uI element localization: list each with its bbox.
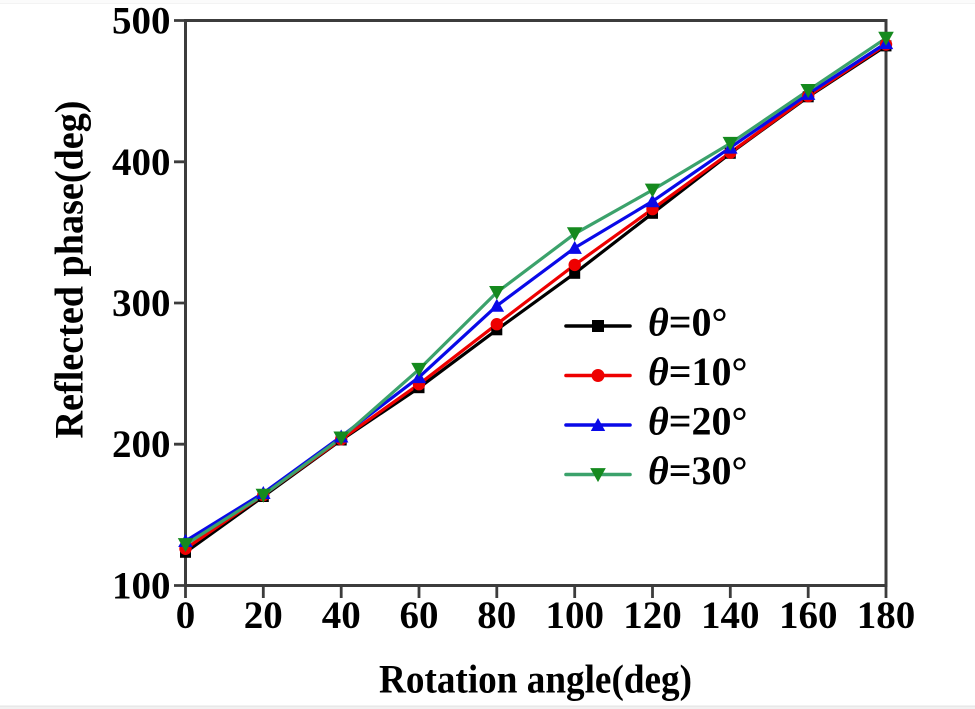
svg-text:20: 20 bbox=[244, 594, 283, 637]
svg-text:40: 40 bbox=[322, 594, 361, 637]
svg-text:Reflected phase(deg): Reflected phase(deg) bbox=[47, 101, 92, 439]
svg-text:θ=0°: θ=0° bbox=[648, 300, 728, 345]
svg-text:θ=20°: θ=20° bbox=[648, 399, 748, 444]
svg-text:400: 400 bbox=[112, 141, 171, 184]
svg-text:300: 300 bbox=[112, 282, 171, 325]
svg-text:θ=30°: θ=30° bbox=[648, 448, 748, 493]
svg-text:120: 120 bbox=[623, 594, 682, 637]
svg-text:80: 80 bbox=[477, 594, 516, 637]
svg-text:θ=10°: θ=10° bbox=[648, 349, 748, 394]
svg-text:100: 100 bbox=[545, 594, 604, 637]
svg-text:140: 140 bbox=[701, 594, 760, 637]
svg-text:500: 500 bbox=[112, 0, 171, 43]
svg-text:100: 100 bbox=[112, 565, 171, 608]
svg-text:180: 180 bbox=[857, 594, 916, 637]
svg-text:60: 60 bbox=[400, 594, 439, 637]
svg-text:Rotation angle(deg): Rotation angle(deg) bbox=[379, 657, 692, 702]
svg-text:200: 200 bbox=[112, 423, 171, 466]
svg-text:160: 160 bbox=[779, 594, 838, 637]
svg-text:0: 0 bbox=[176, 594, 196, 637]
